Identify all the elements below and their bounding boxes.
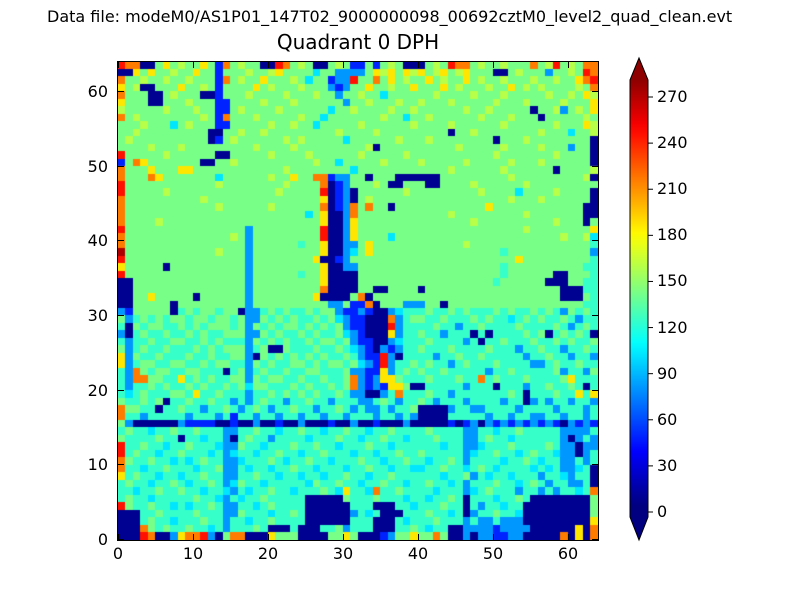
colorbar-tick-label: 0 — [657, 502, 668, 521]
plot-title: Quadrant 0 DPH — [276, 30, 440, 54]
axis-tick-mark — [592, 165, 598, 167]
y-axis-tick-label: 50 — [87, 156, 108, 176]
axis-tick-mark — [418, 62, 419, 68]
axis-tick-mark — [118, 314, 124, 316]
y-axis-tick-label: 10 — [87, 455, 108, 475]
colorbar-tick-label: 210 — [657, 179, 688, 199]
axis-tick-mark — [493, 534, 494, 540]
colorbar-tick-label: 240 — [657, 133, 688, 153]
y-axis-tick-label: 0 — [97, 530, 108, 549]
colorbar-tick-label: 150 — [657, 271, 688, 291]
y-axis-tick-label: 40 — [87, 231, 108, 251]
axis-tick-mark — [493, 62, 494, 68]
colorbar-bar — [629, 56, 649, 542]
x-axis-tick-label: 0 — [112, 544, 124, 563]
x-axis-tick-label: 50 — [482, 544, 504, 563]
axis-tick-mark — [592, 539, 598, 540]
axis-tick-mark — [118, 534, 119, 540]
x-axis-tick-label: 30 — [332, 544, 354, 563]
axis-tick-mark — [592, 314, 598, 316]
axis-tick-mark — [268, 62, 269, 68]
colorbar-tick-label: 30 — [657, 455, 678, 475]
axis-tick-mark — [268, 534, 269, 540]
axis-tick-mark — [118, 62, 119, 68]
axis-tick-mark — [418, 534, 419, 540]
colorbar-tick-label: 60 — [657, 409, 678, 429]
axis-tick-mark — [592, 240, 598, 242]
axis-tick-mark — [118, 90, 124, 92]
axis-tick-mark — [118, 240, 124, 242]
colorbar-tick-label: 120 — [657, 317, 688, 337]
axis-tick-mark — [118, 165, 124, 167]
colorbar-tick-label: 270 — [657, 87, 688, 106]
axis-tick-mark — [118, 539, 124, 540]
heatmap-canvas — [118, 62, 598, 540]
colorbar-tick-label: 90 — [657, 363, 678, 383]
axis-tick-mark — [592, 90, 598, 92]
axis-tick-mark — [118, 464, 124, 466]
x-axis-tick-label: 20 — [257, 544, 279, 563]
axis-tick-mark — [343, 62, 344, 68]
x-axis-tick-label: 60 — [557, 544, 579, 563]
axis-tick-mark — [343, 534, 344, 540]
y-axis-tick-label: 60 — [87, 81, 108, 101]
axis-tick-mark — [193, 534, 194, 540]
axis-tick-mark — [592, 464, 598, 466]
colorbar-ticks — [648, 96, 653, 513]
x-axis-tick-label: 10 — [182, 544, 204, 563]
axis-tick-mark — [568, 62, 569, 68]
y-axis-tick-label: 20 — [87, 380, 108, 400]
data-file-label: Data file: modeM0/AS1P01_147T02_90000000… — [47, 7, 733, 26]
x-axis-tick-label: 40 — [407, 544, 429, 563]
axis-tick-mark — [193, 62, 194, 68]
axis-tick-mark — [568, 534, 569, 540]
axis-tick-mark — [592, 389, 598, 391]
colorbar — [629, 56, 653, 542]
axis-tick-mark — [118, 389, 124, 391]
heatmap-plot-area — [117, 61, 599, 541]
colorbar-tick-label: 180 — [657, 225, 688, 245]
y-axis-tick-label: 30 — [87, 305, 108, 325]
